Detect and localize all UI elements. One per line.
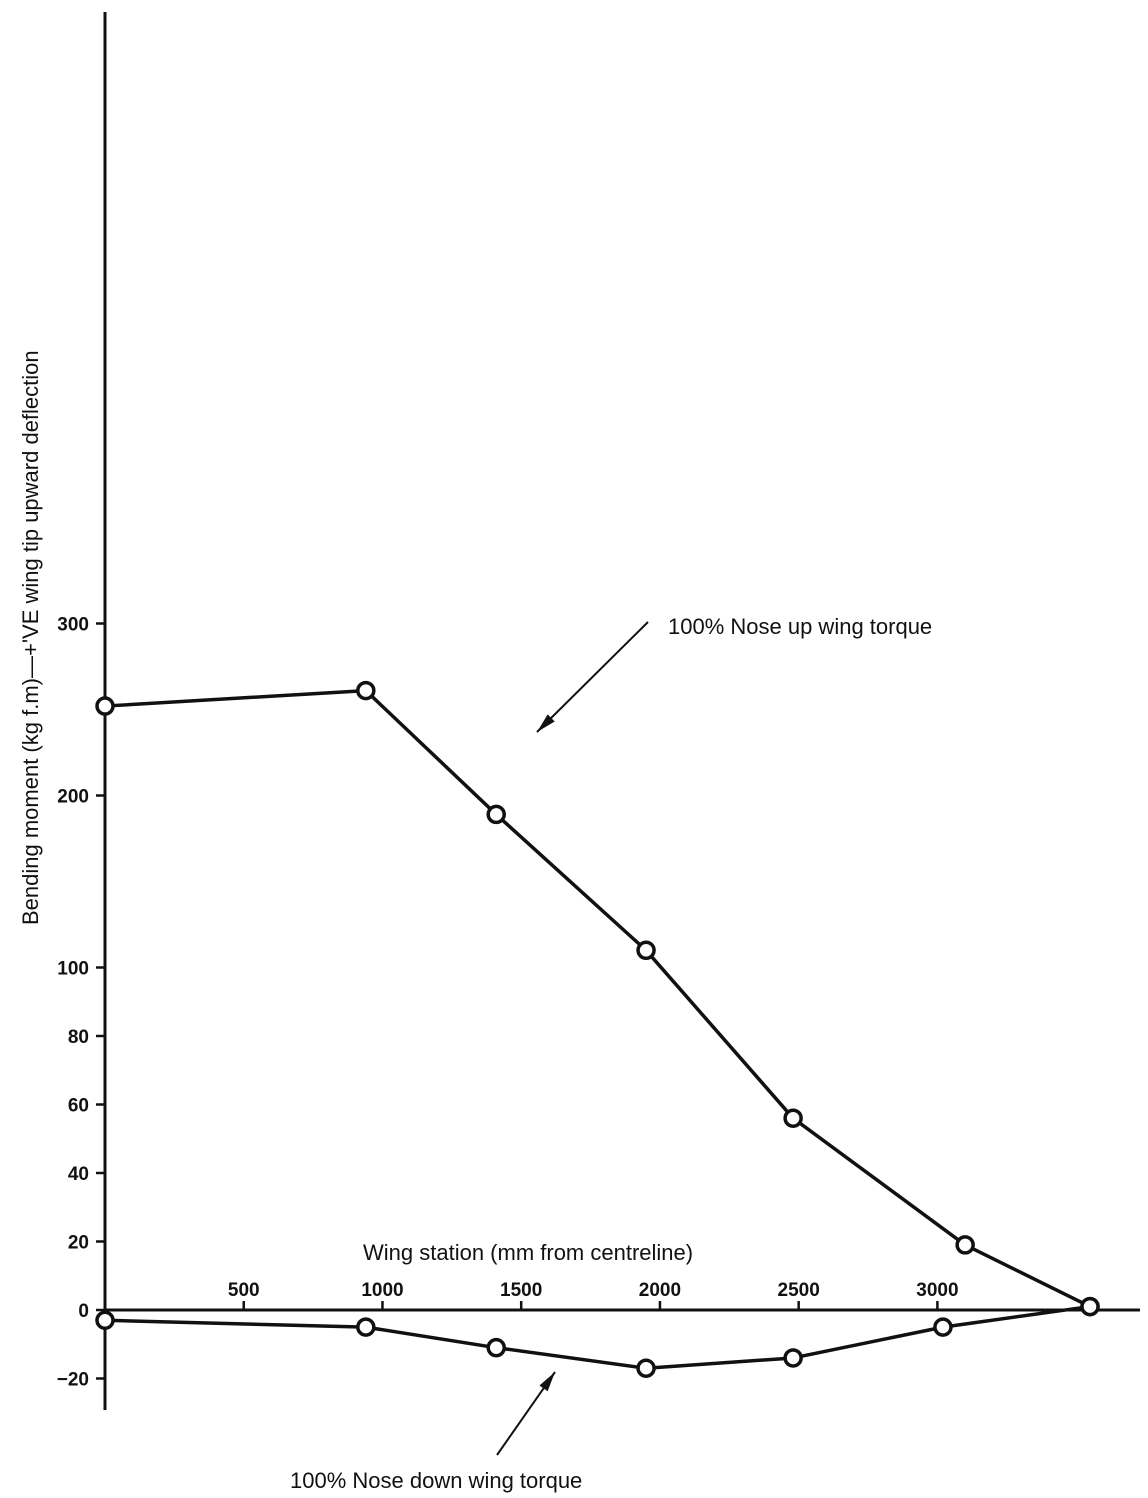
x-tick-label: 2500 bbox=[778, 1280, 820, 1301]
annotation-nose-up: 100% Nose up wing torque bbox=[668, 614, 932, 639]
y-tick-label: 100 bbox=[57, 959, 89, 980]
y-tick-label: 40 bbox=[68, 1164, 89, 1185]
y-axis-title: Bending moment (kg f.m)—+'VE wing tip up… bbox=[18, 350, 43, 925]
data-point-nose-up bbox=[486, 804, 506, 825]
y-tick-label: 20 bbox=[68, 1233, 89, 1254]
y-tick-label: 200 bbox=[57, 787, 89, 808]
tick-group: −20 0 20 40 60 80 100 200 300 500 1000 1500 2000 2500… bbox=[57, 615, 959, 1391]
annotation-nose-down-arrow-head bbox=[539, 1372, 555, 1392]
data-point-nose-up bbox=[955, 1235, 975, 1255]
y-tick-label: 80 bbox=[68, 1027, 89, 1048]
annotations-layer: 100% Nose up wing torque 100% Nose down w… bbox=[290, 614, 932, 1493]
data-point-nose-down bbox=[636, 1358, 656, 1378]
data-point-nose-down bbox=[486, 1337, 506, 1358]
data-point-nose-down bbox=[95, 1310, 115, 1331]
annotation-nose-up-arrow bbox=[536, 621, 649, 733]
data-point-nose-down bbox=[1080, 1296, 1100, 1317]
annotation-nose-down: 100% Nose down wing torque bbox=[290, 1468, 582, 1493]
x-tick-label: 500 bbox=[228, 1280, 260, 1301]
series-layer bbox=[95, 680, 1100, 1378]
y-tick-label: 300 bbox=[57, 615, 89, 636]
y-tick-label: 60 bbox=[68, 1096, 89, 1117]
data-point-nose-up bbox=[356, 680, 376, 701]
data-point-nose-down bbox=[356, 1317, 376, 1337]
series-line-nose-up bbox=[104, 688, 1091, 1309]
axes bbox=[103, 12, 1140, 1410]
data-point-nose-up bbox=[95, 696, 115, 716]
data-point-nose-up bbox=[783, 1108, 803, 1128]
annotation-nose-up-arrow-head bbox=[537, 714, 555, 732]
x-tick-label: 2000 bbox=[639, 1280, 681, 1301]
x-axis-title: Wing station (mm from centreline) bbox=[363, 1240, 693, 1265]
series-line-nose-down bbox=[104, 1304, 1091, 1370]
data-point-nose-down bbox=[933, 1317, 953, 1337]
y-tick-label: −20 bbox=[57, 1370, 89, 1391]
y-tick-label: 0 bbox=[78, 1301, 89, 1322]
data-point-nose-down bbox=[783, 1348, 803, 1368]
x-tick-label: 1500 bbox=[500, 1280, 542, 1301]
data-point-nose-up bbox=[636, 940, 656, 961]
x-tick-label: 3000 bbox=[916, 1280, 958, 1301]
x-tick-label: 1000 bbox=[361, 1280, 403, 1301]
